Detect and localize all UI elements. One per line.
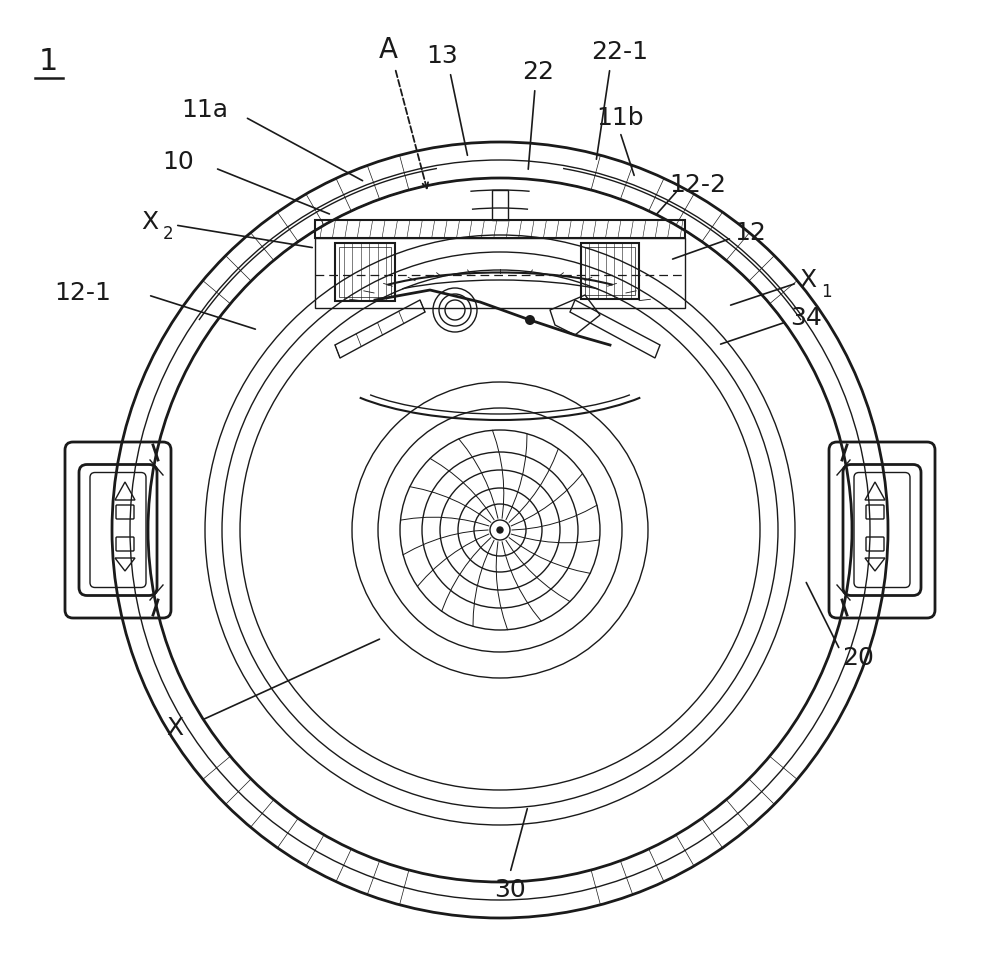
Text: 12-1: 12-1 xyxy=(55,281,111,305)
Text: 13: 13 xyxy=(426,44,458,68)
Text: 11a: 11a xyxy=(182,98,228,122)
Text: 2: 2 xyxy=(163,225,173,243)
Bar xyxy=(335,243,395,301)
Text: X: X xyxy=(166,716,184,740)
Text: 10: 10 xyxy=(162,150,194,174)
Text: 11b: 11b xyxy=(596,106,644,130)
Text: 12-2: 12-2 xyxy=(670,173,726,197)
Circle shape xyxy=(497,527,503,533)
Bar xyxy=(585,247,635,295)
Text: 1: 1 xyxy=(38,48,58,77)
Text: 1: 1 xyxy=(821,283,831,301)
Text: 30: 30 xyxy=(494,878,526,902)
Text: X: X xyxy=(141,210,159,234)
Text: 22-1: 22-1 xyxy=(592,40,648,64)
Circle shape xyxy=(525,315,535,325)
Text: 22: 22 xyxy=(522,60,554,84)
Text: 12: 12 xyxy=(734,221,766,245)
Bar xyxy=(315,220,685,238)
Bar xyxy=(492,190,508,220)
Bar xyxy=(581,243,639,299)
Bar xyxy=(339,247,391,297)
Text: 20: 20 xyxy=(842,646,874,670)
Bar xyxy=(315,238,685,308)
Text: 34: 34 xyxy=(790,306,822,330)
Text: A: A xyxy=(378,36,398,64)
Text: X: X xyxy=(799,268,817,292)
